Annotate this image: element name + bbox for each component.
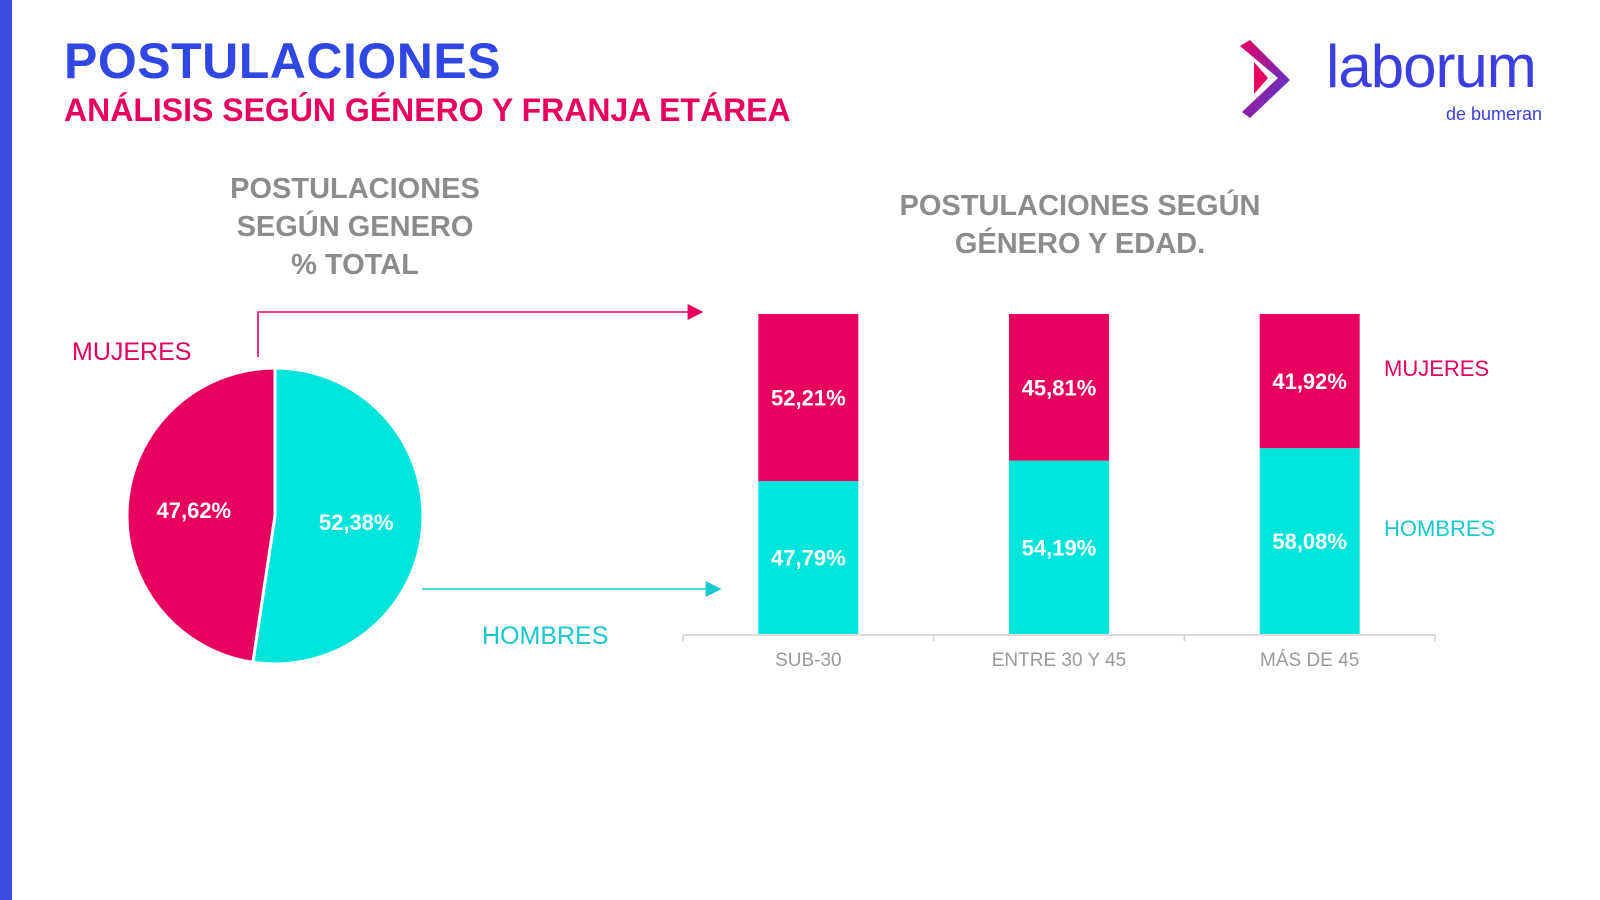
page-title: POSTULACIONES bbox=[64, 33, 502, 89]
bar-title-line: POSTULACIONES SEGÚN bbox=[899, 190, 1261, 222]
left-accent-bar bbox=[0, 0, 12, 900]
bar-segment-hombres bbox=[758, 481, 859, 634]
x-tick-label: ENTRE 30 Y 45 bbox=[992, 650, 1126, 671]
bar-title-line: GÉNERO Y EDAD. bbox=[954, 228, 1206, 260]
bar-segment-hombres bbox=[1259, 448, 1360, 634]
bar-value-label: 58,08% bbox=[1272, 529, 1347, 554]
bar-chart-title: POSTULACIONES SEGÚN GÉNERO Y EDAD. bbox=[860, 187, 1300, 263]
bar-value-label: 45,81% bbox=[1022, 375, 1097, 400]
pie-value-label: 47,62% bbox=[157, 498, 232, 523]
bar-segment-mujeres bbox=[1259, 314, 1360, 449]
page-subtitle: ANÁLISIS SEGÚN GÉNERO Y FRANJA ETÁREA bbox=[64, 92, 791, 128]
pie-title-line: SEGÚN GENERO bbox=[236, 211, 474, 243]
bar-value-label: 52,21% bbox=[771, 386, 846, 411]
bar-segment-mujeres bbox=[1009, 314, 1109, 461]
x-tick-label: SUB-30 bbox=[775, 650, 842, 671]
pie-slice-hombres bbox=[251, 366, 425, 666]
pie-title-line: POSTULACIONES bbox=[230, 173, 480, 205]
pie-slice-mujeres bbox=[125, 366, 277, 665]
logo-word: laborum bbox=[1326, 33, 1537, 100]
mujeres-connector-arrow bbox=[257, 304, 704, 357]
pie-label-hombres: HOMBRES bbox=[482, 622, 609, 650]
pie-chart: 47,62% 52,38% bbox=[125, 366, 425, 666]
logo-arrow-icon bbox=[1240, 40, 1290, 118]
pie-title-line: % TOTAL bbox=[291, 249, 419, 281]
pie-label-mujeres: MUJERES bbox=[72, 338, 192, 366]
bar-value-label: 54,19% bbox=[1022, 535, 1097, 560]
pie-chart-title: POSTULACIONES SEGÚN GENERO % TOTAL bbox=[190, 170, 520, 284]
logo-sub: de bumeran bbox=[1446, 104, 1543, 124]
bar-segment-hombres bbox=[1009, 460, 1109, 634]
bar-value-label: 47,79% bbox=[771, 546, 846, 571]
pie-value-label: 52,38% bbox=[319, 510, 394, 535]
bar-segment-mujeres bbox=[758, 314, 859, 482]
legend-hombres: HOMBRES bbox=[1384, 516, 1496, 541]
stacked-bar-chart: 47,79% 52,21% SUB-30 54,19% 45,81% ENTRE 30 Y… bbox=[682, 314, 1436, 671]
x-tick-label: MÁS DE 45 bbox=[1260, 650, 1359, 671]
legend-mujeres: MUJERES bbox=[1384, 356, 1490, 381]
bar-value-label: 41,92% bbox=[1272, 369, 1347, 394]
laborum-logo: laborum de bumeran bbox=[1240, 33, 1566, 130]
